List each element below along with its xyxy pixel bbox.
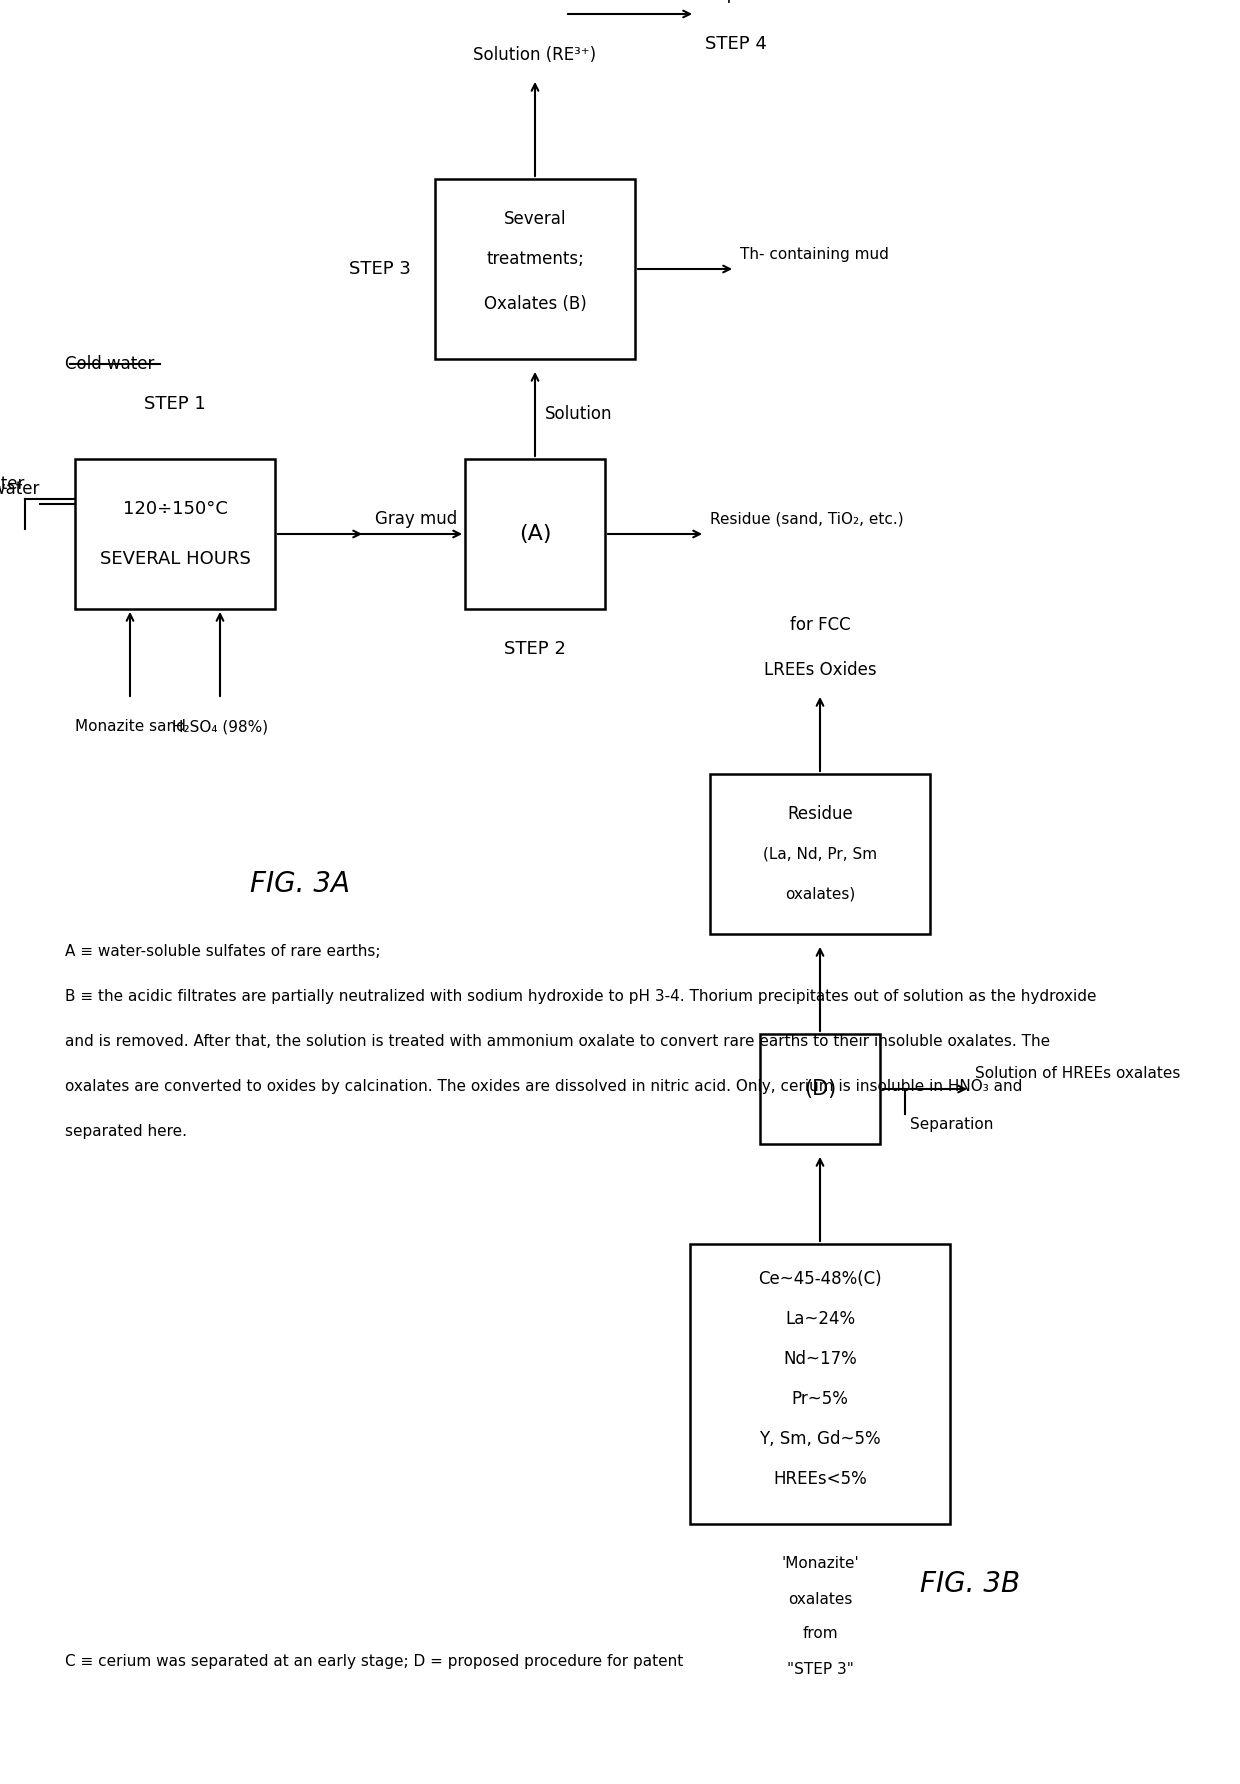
Text: treatments;: treatments;: [486, 250, 584, 268]
Text: oxalates): oxalates): [785, 887, 856, 901]
Text: Cold water: Cold water: [0, 480, 40, 498]
Text: Several: Several: [503, 211, 567, 228]
Text: A ≡ water-soluble sulfates of rare earths;: A ≡ water-soluble sulfates of rare earth…: [64, 944, 381, 960]
Text: STEP 3: STEP 3: [350, 260, 410, 278]
Text: Oxalates (B): Oxalates (B): [484, 294, 587, 312]
Text: Gray mud: Gray mud: [374, 510, 458, 528]
Bar: [760, 1035, 880, 1144]
Text: Monazite sand: Monazite sand: [74, 719, 186, 733]
Text: Pr~5%: Pr~5%: [791, 1390, 848, 1408]
Text: STEP 1: STEP 1: [144, 394, 206, 414]
Text: Y, Sm, Gd~5%: Y, Sm, Gd~5%: [759, 1431, 880, 1449]
Text: 120÷150°C: 120÷150°C: [123, 500, 227, 517]
Text: separated here.: separated here.: [64, 1124, 187, 1138]
Bar: [435, 178, 635, 359]
Text: FIG. 3A: FIG. 3A: [250, 871, 350, 897]
Text: FIG. 3B: FIG. 3B: [920, 1570, 1021, 1598]
Text: B ≡ the acidic filtrates are partially neutralized with sodium hydroxide to pH 3: B ≡ the acidic filtrates are partially n…: [64, 988, 1096, 1004]
Text: Residue: Residue: [787, 805, 853, 822]
Text: SEVERAL HOURS: SEVERAL HOURS: [99, 549, 250, 567]
Bar: [74, 458, 275, 608]
Text: Solution (RE³⁺): Solution (RE³⁺): [474, 46, 596, 64]
Text: Separation: Separation: [910, 1117, 993, 1131]
Text: for FCC: for FCC: [790, 615, 851, 633]
Text: (D): (D): [804, 1079, 836, 1099]
Text: Nd~17%: Nd~17%: [784, 1350, 857, 1368]
Text: Th- containing mud: Th- containing mud: [740, 246, 889, 262]
Text: from: from: [802, 1627, 838, 1641]
Bar: [689, 1243, 950, 1524]
Bar: [465, 458, 605, 608]
Text: 'Monazite': 'Monazite': [781, 1556, 859, 1572]
Text: "STEP 3": "STEP 3": [786, 1661, 853, 1677]
Text: C ≡ cerium was separated at an early stage; D = proposed procedure for patent: C ≡ cerium was separated at an early sta…: [64, 1654, 683, 1670]
Text: and is removed. After that, the solution is treated with ammonium oxalate to con: and is removed. After that, the solution…: [64, 1035, 1050, 1049]
Text: STEP 4: STEP 4: [706, 36, 766, 54]
Bar: [711, 774, 930, 935]
Text: La~24%: La~24%: [785, 1309, 856, 1327]
Text: (A): (A): [518, 524, 552, 544]
Text: H₂SO₄ (98%): H₂SO₄ (98%): [172, 719, 268, 733]
Text: LREEs Oxides: LREEs Oxides: [764, 662, 877, 680]
Text: Separation: Separation: [706, 0, 804, 4]
Text: oxalates are converted to oxides by calcination. The oxides are dissolved in nit: oxalates are converted to oxides by calc…: [64, 1079, 1022, 1094]
Text: Solution of HREEs oxalates: Solution of HREEs oxalates: [975, 1067, 1180, 1081]
Text: Cold water: Cold water: [64, 355, 154, 373]
Text: oxalates: oxalates: [787, 1591, 852, 1607]
Text: Ce~45-48%(C): Ce~45-48%(C): [758, 1270, 882, 1288]
Text: Solution: Solution: [546, 405, 613, 423]
Text: Cold water: Cold water: [0, 475, 25, 492]
Text: Residue (sand, TiO₂, etc.): Residue (sand, TiO₂, etc.): [711, 512, 904, 526]
Text: HREEs<5%: HREEs<5%: [773, 1470, 867, 1488]
Text: STEP 2: STEP 2: [505, 640, 565, 658]
Text: (La, Nd, Pr, Sm: (La, Nd, Pr, Sm: [763, 846, 877, 862]
